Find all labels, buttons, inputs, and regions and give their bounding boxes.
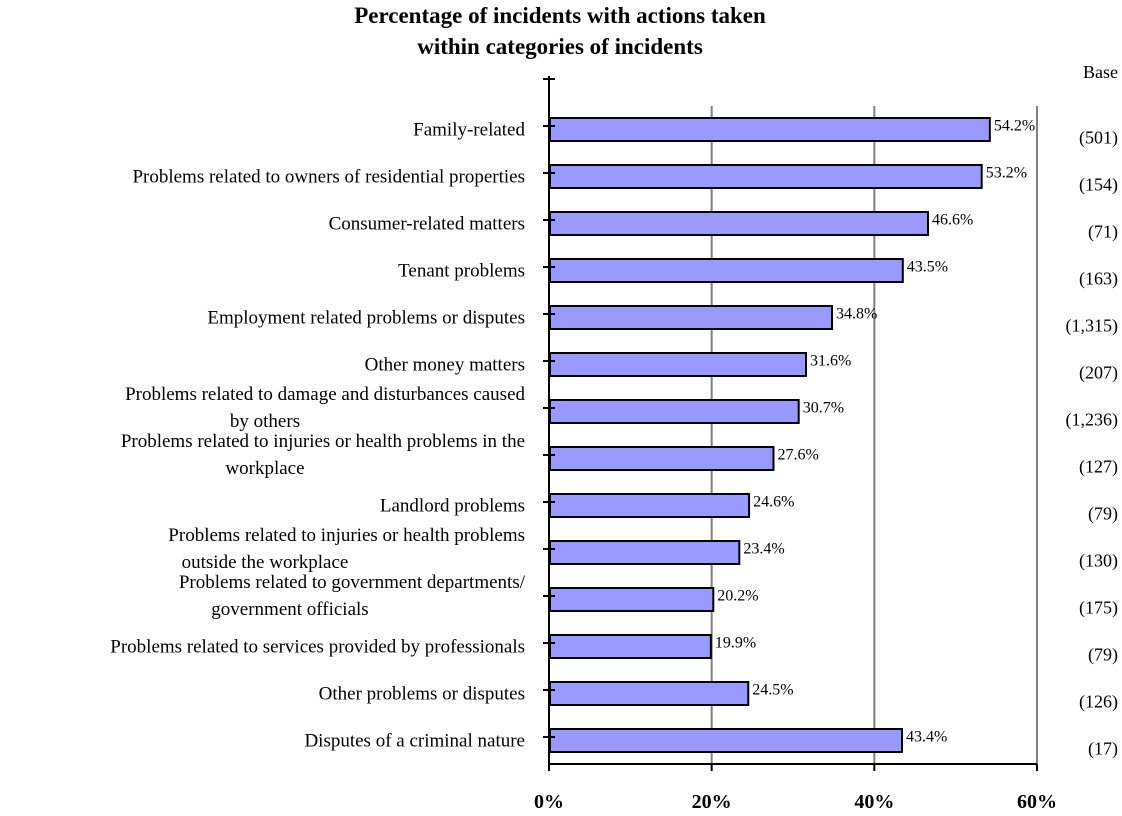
category-label-8-0: Landlord problems [380, 496, 525, 517]
base-value-1: (154) [1079, 175, 1118, 196]
labels-layer: 54.2% Family-related (501) 53.2% Problems re… [110, 118, 1118, 814]
category-label-10-1: government officials [211, 599, 368, 620]
bar-4 [549, 305, 834, 330]
base-value-2: (71) [1088, 222, 1118, 243]
category-label-4-0: Employment related problems or disputes [207, 308, 525, 329]
value-label-11: 19.9% [715, 635, 756, 652]
base-value-5: (207) [1079, 363, 1118, 384]
bar-7 [549, 446, 775, 471]
value-label-5: 31.6% [810, 353, 851, 370]
base-value-0: (501) [1079, 128, 1118, 149]
bar-13 [549, 728, 903, 753]
base-column-header: Base [1083, 62, 1118, 82]
category-label-7-1: workplace [225, 458, 304, 479]
category-label-7-0: Problems related to injuries or health p… [121, 431, 525, 452]
x-tick-label-0: 0% [534, 791, 564, 813]
category-label-10-0: Problems related to government departmen… [179, 572, 526, 593]
base-value-8: (79) [1088, 504, 1118, 525]
base-value-4: (1,315) [1066, 316, 1119, 337]
base-value-12: (126) [1079, 692, 1118, 713]
bar-11 [549, 634, 712, 659]
category-label-6-0: Problems related to damage and disturban… [125, 384, 525, 405]
bar-1 [549, 164, 983, 189]
axis-layer [543, 76, 1038, 771]
base-value-10: (175) [1079, 598, 1118, 619]
value-label-2: 46.6% [932, 212, 973, 229]
bar-10 [549, 587, 715, 612]
value-label-8: 24.6% [753, 494, 794, 511]
chart-title-line-1: Percentage of incidents with actions tak… [354, 3, 766, 28]
x-tick-label-20: 20% [692, 791, 732, 813]
category-label-6-1: by others [230, 411, 300, 432]
category-label-12-0: Other problems or disputes [319, 684, 525, 705]
bar-3 [549, 258, 904, 283]
value-label-13: 43.4% [906, 729, 947, 746]
category-label-3-0: Tenant problems [398, 261, 525, 282]
x-tick-label-40: 40% [854, 791, 894, 813]
category-label-2-0: Consumer-related matters [329, 214, 525, 235]
value-label-6: 30.7% [803, 400, 844, 417]
base-value-6: (1,236) [1066, 410, 1119, 431]
value-label-4: 34.8% [836, 306, 877, 323]
chart-title: Percentage of incidents with actions tak… [250, 0, 870, 62]
category-label-11-0: Problems related to services provided by… [110, 637, 525, 658]
category-label-9-0: Problems related to injuries or health p… [168, 525, 525, 546]
value-label-0: 54.2% [994, 118, 1035, 135]
bars-layer [549, 117, 991, 753]
bar-2 [549, 211, 930, 236]
base-value-13: (17) [1088, 739, 1118, 760]
category-label-5-0: Other money matters [365, 355, 525, 376]
bar-6 [549, 399, 800, 424]
base-value-9: (130) [1079, 551, 1118, 572]
value-label-7: 27.6% [777, 447, 818, 464]
base-value-3: (163) [1079, 269, 1118, 290]
bar-9 [549, 540, 741, 565]
base-value-7: (127) [1079, 457, 1118, 478]
bar-12 [549, 681, 750, 706]
value-label-10: 20.2% [717, 588, 758, 605]
chart-title-line-2: within categories of incidents [417, 34, 703, 59]
x-tick-label-60: 60% [1017, 791, 1057, 813]
category-label-9-1: outside the workplace [182, 552, 349, 573]
value-label-1: 53.2% [986, 165, 1027, 182]
category-label-1-0: Problems related to owners of residentia… [132, 167, 525, 188]
grid-layer [710, 106, 1038, 764]
bar-0 [549, 117, 991, 142]
value-label-12: 24.5% [752, 682, 793, 699]
value-label-3: 43.5% [907, 259, 948, 276]
base-value-11: (79) [1088, 645, 1118, 666]
value-label-9: 23.4% [743, 541, 784, 558]
category-label-13-0: Disputes of a criminal nature [304, 731, 525, 752]
bar-5 [549, 352, 808, 377]
bar-8 [549, 493, 751, 518]
category-label-0-0: Family-related [413, 120, 525, 141]
